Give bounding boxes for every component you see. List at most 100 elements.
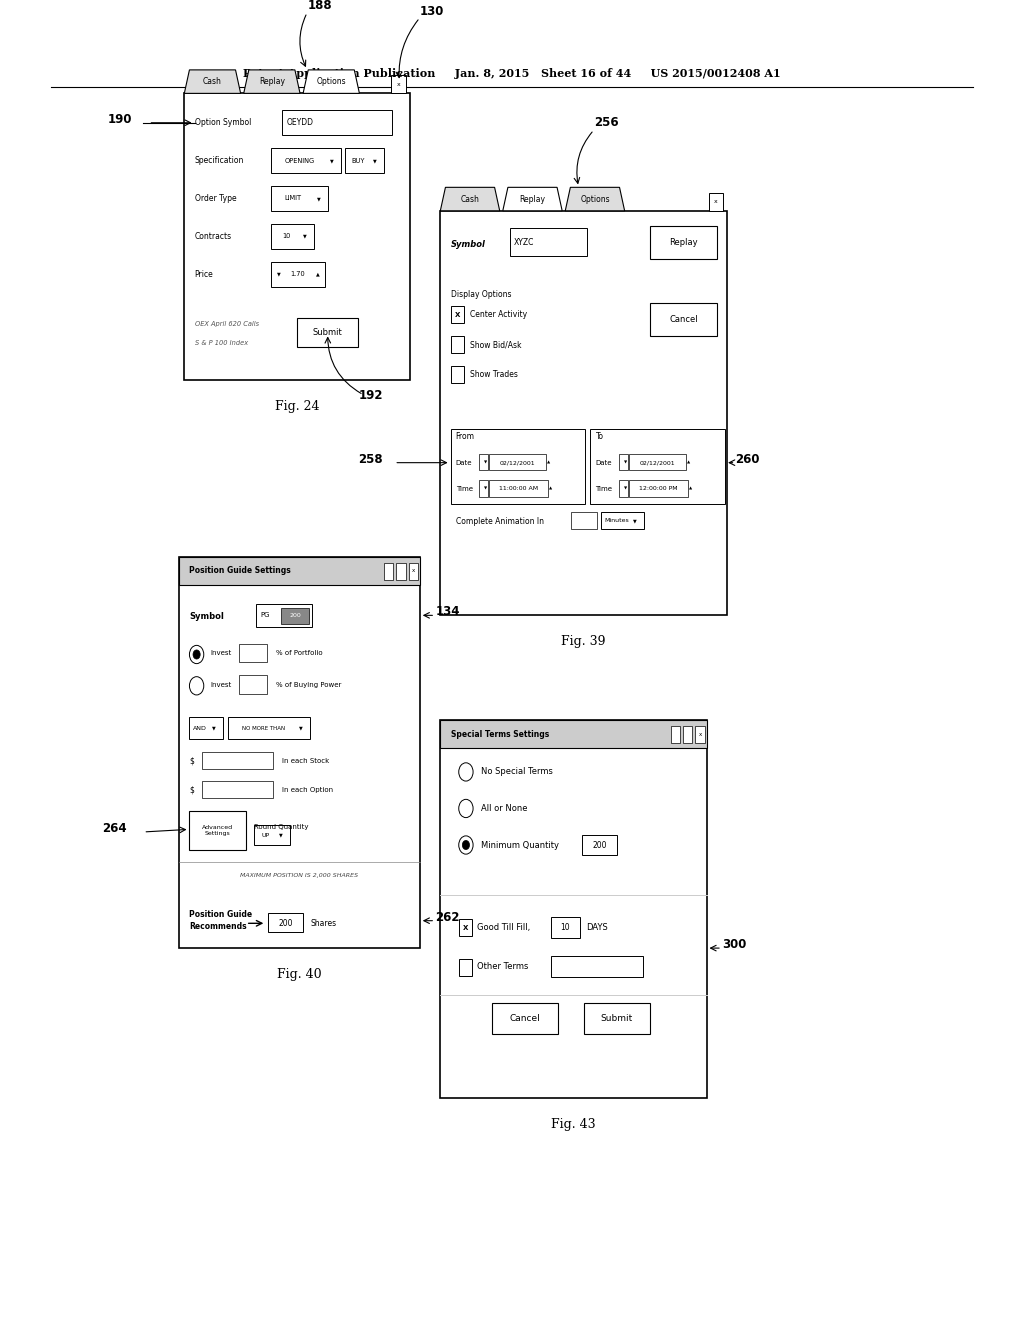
- Text: To: To: [596, 432, 603, 441]
- Text: Fig. 24: Fig. 24: [274, 400, 319, 413]
- Text: Price: Price: [195, 269, 213, 279]
- Bar: [630, 479, 688, 496]
- Bar: [451, 337, 464, 352]
- Text: Good Till Fill,: Good Till Fill,: [477, 923, 530, 932]
- Text: ▼: ▼: [330, 158, 334, 164]
- Text: Complete Animation In: Complete Animation In: [456, 517, 544, 525]
- Text: Option Symbol: Option Symbol: [195, 119, 251, 127]
- Bar: [396, 564, 406, 579]
- Text: AND: AND: [194, 726, 207, 731]
- Bar: [451, 306, 464, 323]
- Text: 190: 190: [108, 112, 132, 125]
- Polygon shape: [244, 70, 300, 94]
- Text: $: $: [189, 785, 195, 795]
- Bar: [239, 644, 267, 663]
- Text: Specification: Specification: [195, 156, 244, 165]
- Bar: [630, 454, 686, 470]
- Circle shape: [463, 841, 469, 850]
- Text: 256: 256: [594, 116, 618, 129]
- Text: UP: UP: [262, 833, 269, 838]
- Text: ▲: ▲: [315, 272, 319, 277]
- Bar: [489, 454, 546, 470]
- Text: $: $: [189, 756, 195, 766]
- Text: x: x: [396, 82, 400, 87]
- Bar: [189, 810, 246, 850]
- Text: Fig. 43: Fig. 43: [551, 1118, 596, 1131]
- Text: Cancel: Cancel: [670, 315, 697, 325]
- Text: Center Activity: Center Activity: [470, 310, 527, 319]
- Bar: [683, 726, 692, 743]
- Text: x: x: [412, 569, 416, 573]
- Bar: [584, 1003, 650, 1035]
- Text: Replay: Replay: [519, 194, 546, 203]
- Bar: [591, 429, 725, 504]
- Bar: [391, 75, 406, 94]
- Bar: [179, 862, 420, 920]
- Text: Round Quantity: Round Quantity: [254, 824, 308, 830]
- Text: Minimum Quantity: Minimum Quantity: [481, 841, 559, 850]
- Text: 264: 264: [102, 822, 127, 836]
- Text: ▼: ▼: [373, 158, 377, 164]
- Bar: [297, 318, 358, 347]
- Bar: [179, 557, 420, 585]
- Bar: [271, 186, 328, 211]
- Text: OEX April 620 Calls: OEX April 620 Calls: [195, 321, 259, 327]
- Text: 10: 10: [560, 923, 570, 932]
- Text: Submit: Submit: [312, 327, 343, 337]
- Text: NO MORE THAN: NO MORE THAN: [242, 726, 285, 731]
- Text: 192: 192: [358, 388, 383, 401]
- Text: x: x: [714, 199, 718, 205]
- Text: Minutes: Minutes: [604, 519, 629, 523]
- Text: 260: 260: [735, 453, 760, 466]
- Bar: [228, 717, 310, 739]
- Bar: [571, 512, 597, 529]
- Text: Date: Date: [596, 459, 612, 466]
- Bar: [189, 717, 223, 739]
- Text: Position Guide Settings: Position Guide Settings: [189, 566, 291, 576]
- Bar: [202, 781, 273, 799]
- Bar: [271, 224, 314, 248]
- Text: In each Option: In each Option: [282, 787, 333, 793]
- Text: BUY: BUY: [351, 157, 366, 164]
- Text: In each Stock: In each Stock: [282, 759, 329, 764]
- Bar: [345, 148, 384, 173]
- Text: OPENING: OPENING: [285, 157, 315, 164]
- Polygon shape: [303, 70, 359, 94]
- Bar: [620, 454, 629, 470]
- Bar: [459, 920, 472, 936]
- Text: 258: 258: [358, 453, 383, 466]
- Polygon shape: [440, 187, 500, 211]
- Bar: [551, 917, 580, 937]
- Text: ▼: ▼: [484, 487, 487, 491]
- Bar: [202, 752, 273, 770]
- Text: ▲: ▲: [687, 461, 690, 465]
- Bar: [479, 454, 488, 470]
- Bar: [492, 1003, 558, 1035]
- Bar: [650, 304, 717, 337]
- Text: All or None: All or None: [481, 804, 527, 813]
- Bar: [384, 564, 393, 579]
- Bar: [709, 193, 723, 211]
- Text: x: x: [698, 731, 702, 737]
- Text: 262: 262: [435, 911, 460, 924]
- Bar: [451, 366, 464, 383]
- Text: ▼: ▼: [299, 726, 303, 731]
- Text: 188: 188: [307, 0, 332, 12]
- Bar: [695, 726, 705, 743]
- Text: 134: 134: [435, 606, 460, 618]
- Bar: [282, 111, 392, 135]
- Text: Show Bid/Ask: Show Bid/Ask: [470, 341, 521, 348]
- Text: Fig. 39: Fig. 39: [561, 635, 606, 648]
- Text: Invest: Invest: [210, 651, 231, 656]
- Text: LIMIT: LIMIT: [285, 195, 302, 202]
- Text: Fig. 40: Fig. 40: [278, 968, 322, 981]
- Text: X: X: [463, 925, 468, 931]
- Text: ▼: ▼: [624, 487, 627, 491]
- Text: MAXIMUM POSITION IS 2,000 SHARES: MAXIMUM POSITION IS 2,000 SHARES: [241, 873, 358, 878]
- Text: Time: Time: [596, 486, 612, 492]
- Text: ▲: ▲: [689, 487, 692, 491]
- Polygon shape: [565, 187, 625, 211]
- Bar: [271, 261, 325, 286]
- Text: ▲: ▲: [547, 461, 550, 465]
- Text: Symbol: Symbol: [189, 612, 224, 622]
